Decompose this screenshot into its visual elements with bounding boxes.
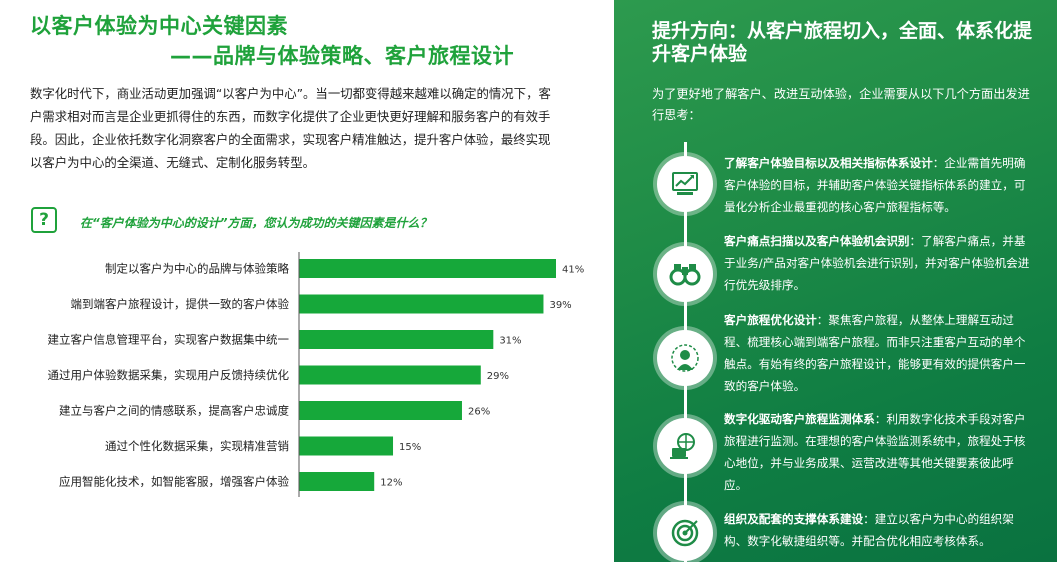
item-text: ：建立以客户为中心的组织架构、数字化敏捷组织等。并配合优化相应考核体系。	[724, 512, 1014, 548]
category-label: 通过用户体验数据采集，实现用户反馈持续优化	[48, 368, 290, 382]
direction-item-5: 组织及配套的支撑体系建设：建立以客户为中心的组织架构、数字化敏捷组织等。并配合优…	[724, 508, 1034, 552]
category-label: 应用智能化技术，如智能客服，增强客户体验	[59, 475, 289, 489]
value-label: 39%	[549, 300, 571, 311]
bar	[299, 259, 556, 278]
digital-monitor-icon	[657, 418, 713, 474]
question-icon: ?	[31, 207, 57, 233]
left-panel: 以客户体验为中心关键因素 ——品牌与体验策略、客户旅程设计 数字化时代下，商业活…	[30, 14, 585, 497]
growth-chart-icon	[657, 156, 713, 212]
value-label: 12%	[380, 478, 402, 489]
binoculars-icon	[657, 246, 713, 302]
item-text: ：了解客户痛点，并基于业务/产品对客户体验机会进行识别，并对客户体验机会进行优先…	[724, 234, 1030, 292]
bar	[299, 294, 544, 314]
item-text: ：聚焦客户旅程，从整体上理解互动过程、梳理核心端到端客户旅程。而非只注重客户互动…	[724, 313, 1026, 393]
target-icon	[657, 505, 713, 561]
direction-item-2: 客户痛点扫描以及客户体验机会识别：了解客户痛点，并基于业务/产品对客户体验机会进…	[724, 230, 1034, 296]
category-label: 制定以客户为中心的品牌与体验策略	[105, 262, 289, 276]
item-text: ：利用数字化技术手段对客户旅程进行监测。在理想的客户体验监测系统中，旅程处于核心…	[724, 412, 1026, 492]
item-text: ：企业需首先明确客户体验的目标，并辅助客户体验关键指标体系的建立，可量化分析企业…	[724, 156, 1026, 214]
category-label: 建立客户信息管理平台，实现客户数据集中统一	[48, 333, 290, 347]
bar	[299, 436, 394, 456]
bar	[299, 365, 481, 385]
page-title: 以客户体验为中心关键因素	[30, 14, 288, 38]
category-label: 端到端客户旅程设计，提供一致的客户体验	[71, 297, 290, 311]
item-heading: 客户痛点扫描以及客户体验机会识别	[724, 234, 910, 248]
direction-item-3: 客户旅程优化设计：聚焦客户旅程，从整体上理解互动过程、梳理核心端到端客户旅程。而…	[724, 309, 1034, 397]
direction-intro: 为了更好地了解客户、改进互动体验，企业需要从以下几个方面出发进行思考：	[652, 87, 1030, 122]
page-subtitle: ——品牌与体验策略、客户旅程设计	[170, 44, 514, 68]
item-heading: 了解客户体验目标以及相关指标体系设计	[724, 156, 933, 170]
item-heading: 客户旅程优化设计	[724, 313, 817, 327]
item-heading: 数字化驱动客户旅程监测体系	[724, 412, 875, 426]
bar	[299, 330, 494, 349]
bar-chart: 制定以客户为中心的品牌与体验策略 41% 端到端客户旅程设计，提供一致的客户体验 39…	[48, 252, 584, 497]
bar	[299, 401, 462, 420]
bar	[299, 472, 375, 491]
right-panel: 提升方向：从客户旅程切入，全面、体系化提升客户体验 为了更好地了解客户、改进互动…	[614, 0, 1057, 562]
survey-question: 在“客户体验为中心的设计”方面，您认为成功的关键因素是什么？	[80, 216, 432, 230]
direction-item-1: 了解客户体验目标以及相关指标体系设计：企业需首先明确客户体验的目标，并辅助客户体…	[724, 152, 1034, 218]
direction-title: 提升方向：从客户旅程切入，全面、体系化提升客户体验	[652, 20, 1033, 65]
customer-network-icon	[657, 330, 713, 386]
value-label: 31%	[499, 336, 521, 347]
item-heading: 组织及配套的支撑体系建设	[724, 512, 864, 526]
direction-item-4: 数字化驱动客户旅程监测体系：利用数字化技术手段对客户旅程进行监测。在理想的客户体…	[724, 408, 1034, 496]
category-label: 建立与客户之间的情感联系，提高客户忠诚度	[59, 404, 289, 418]
category-label: 通过个性化数据采集，实现精准营销	[105, 439, 289, 453]
value-label: 15%	[399, 442, 421, 453]
value-label: 41%	[562, 265, 584, 276]
value-label: 29%	[487, 371, 509, 382]
value-label: 26%	[468, 407, 490, 418]
intro-paragraph: 数字化时代下，商业活动更加强调“以客户为中心”。当一切都变得越来越难以确定的情况…	[30, 86, 551, 170]
